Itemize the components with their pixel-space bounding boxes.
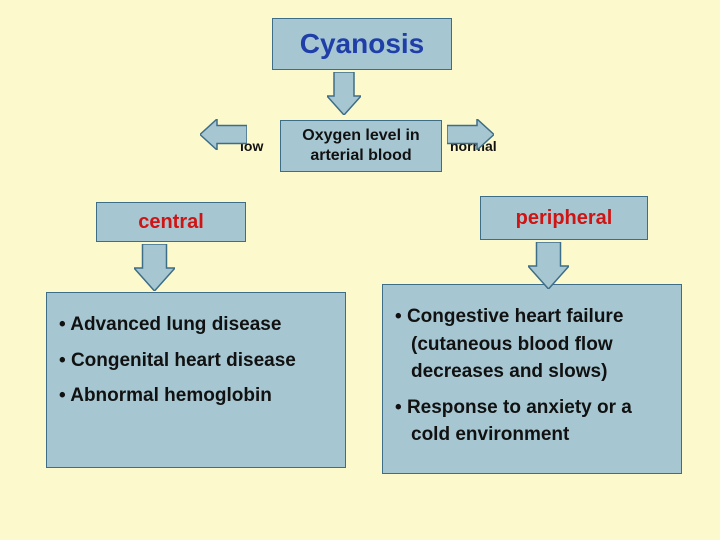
arrow-down-icon — [327, 72, 361, 115]
arrow-down-icon — [528, 242, 569, 289]
central-causes-list: Advanced lung disease Congenital heart di… — [59, 311, 296, 418]
list-item: Congenital heart disease — [59, 347, 296, 375]
title-text: Cyanosis — [300, 28, 425, 60]
arrow-down-icon — [134, 244, 175, 291]
oxygen-text: Oxygen level in arterial blood — [281, 126, 441, 166]
arrow-left-icon — [200, 119, 247, 150]
arrow-right-icon — [447, 119, 494, 150]
list-item: Congestive heart failure (cutaneous bloo… — [395, 303, 669, 386]
peripheral-causes-list: Congestive heart failure (cutaneous bloo… — [395, 303, 669, 457]
peripheral-box: peripheral — [480, 196, 648, 240]
peripheral-causes-box: Congestive heart failure (cutaneous bloo… — [382, 284, 682, 474]
peripheral-text: peripheral — [516, 207, 613, 230]
oxygen-box: Oxygen level in arterial blood — [280, 120, 442, 172]
title-box: Cyanosis — [272, 18, 452, 70]
central-text: central — [138, 211, 204, 234]
central-causes-box: Advanced lung disease Congenital heart di… — [46, 292, 346, 468]
list-item: Response to anxiety or a cold environmen… — [395, 394, 669, 449]
central-box: central — [96, 202, 246, 242]
list-item: Advanced lung disease — [59, 311, 296, 339]
list-item: Abnormal hemoglobin — [59, 382, 296, 410]
